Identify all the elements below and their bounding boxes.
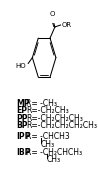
Text: IBP: IBP — [16, 148, 30, 157]
Text: R= -CH₂CHCH₃: R= -CH₂CHCH₃ — [26, 148, 82, 157]
Text: BP: BP — [16, 121, 28, 130]
Text: EP: EP — [16, 106, 27, 115]
Text: OR: OR — [61, 22, 71, 28]
Text: CH₃: CH₃ — [47, 155, 61, 164]
Text: O: O — [50, 11, 55, 17]
Text: CH₃: CH₃ — [41, 140, 55, 149]
Text: PP: PP — [16, 114, 28, 122]
Text: HO: HO — [16, 63, 26, 69]
Text: IPP: IPP — [16, 132, 30, 141]
Text: R=-CH₂CH₂CH₃: R=-CH₂CH₂CH₃ — [26, 114, 83, 122]
Text: MP: MP — [16, 99, 30, 108]
Text: R= -CH₃: R= -CH₃ — [26, 99, 57, 108]
Text: R= -CHCH3: R= -CHCH3 — [26, 132, 70, 141]
Text: R=-CH₂CH₂CH₂CH₃: R=-CH₂CH₂CH₂CH₃ — [26, 121, 97, 130]
Text: R=-CH₂CH₃: R=-CH₂CH₃ — [26, 106, 69, 115]
